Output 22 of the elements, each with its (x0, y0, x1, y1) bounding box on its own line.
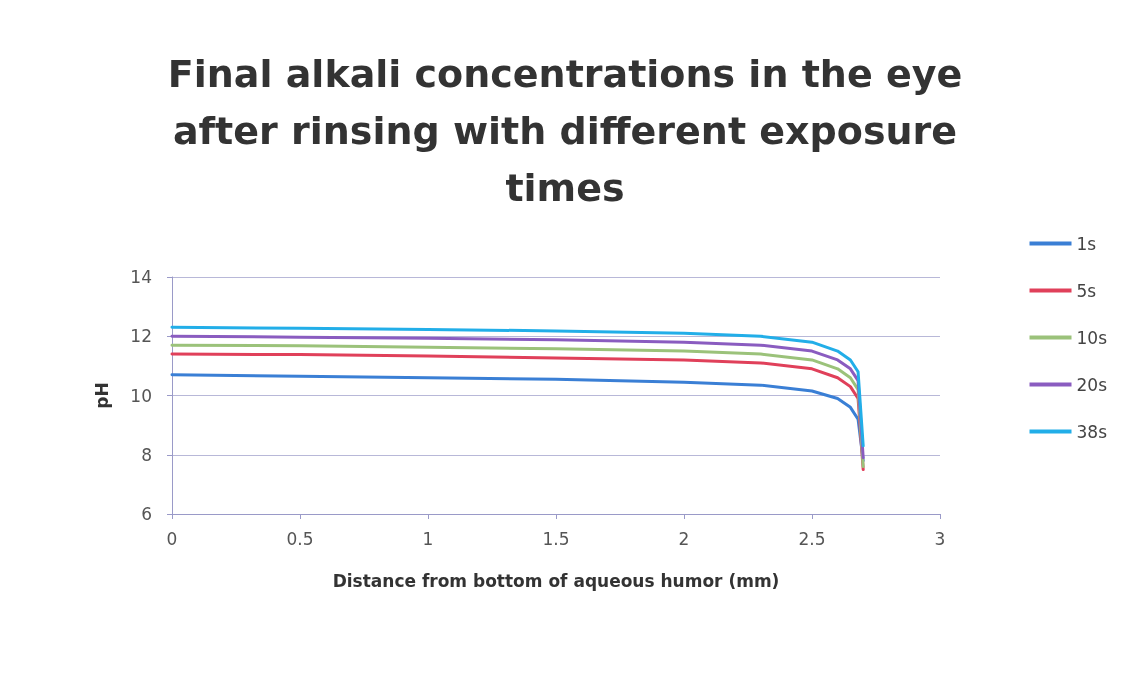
y-tick-label: 10 (130, 385, 152, 406)
legend-label: 5s (1076, 280, 1097, 301)
x-tick-label: 2.5 (798, 528, 826, 549)
x-tick-label: 0.5 (286, 528, 314, 549)
legend-label: 38s (1076, 421, 1108, 442)
line-series (170, 373, 865, 463)
x-tick-label: 1 (422, 528, 434, 549)
legend-label: 1s (1076, 233, 1097, 254)
chart-title: Final alkali concentrations in the eye after rinsing with different exposure times (167, 51, 963, 210)
legend-label: 20s (1076, 374, 1108, 395)
legend-label: 10s (1076, 327, 1108, 348)
x-tick-label: 1.5 (542, 528, 570, 549)
line-series (170, 325, 865, 448)
y-tick-label: 6 (141, 504, 152, 524)
x-axis-title: Distance from bottom of aqueous humor (mm) (332, 570, 780, 591)
y-tick-label: 12 (130, 326, 152, 347)
y-tick-label: 14 (130, 267, 152, 287)
x-tick-label: 2 (678, 528, 690, 549)
x-tick-label: 3 (934, 528, 946, 549)
y-tick-label: 8 (141, 444, 152, 465)
y-axis-title: pH (91, 382, 112, 409)
x-tick-label: 0 (166, 528, 178, 549)
